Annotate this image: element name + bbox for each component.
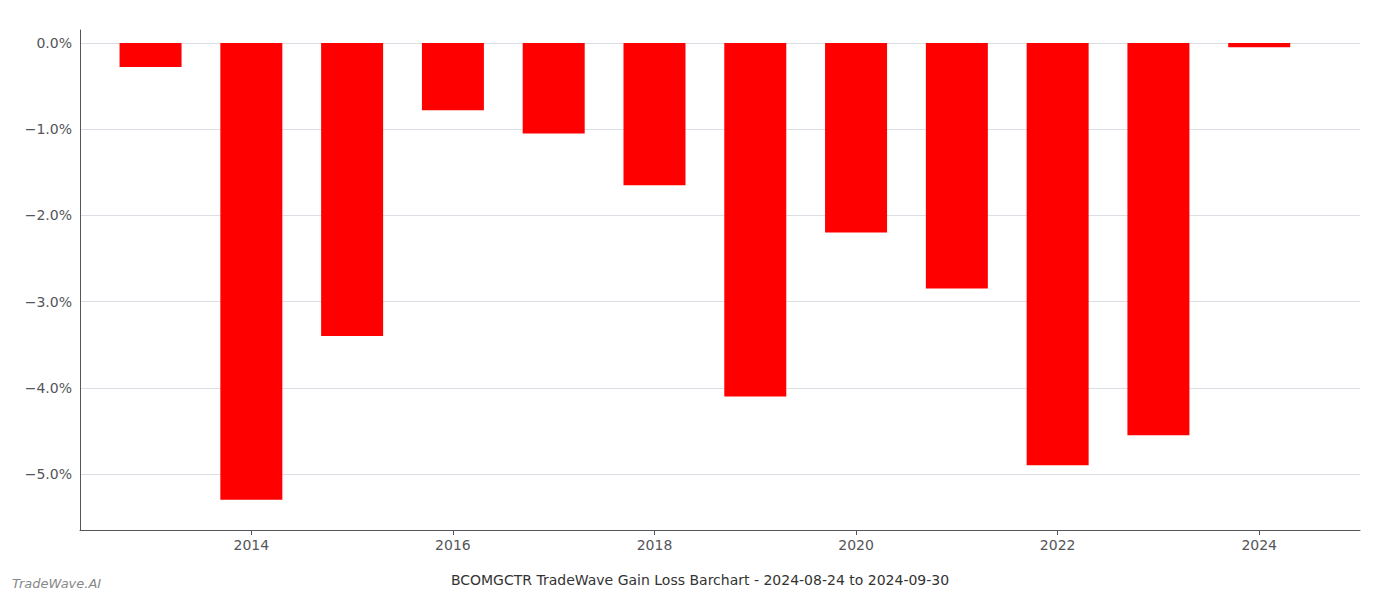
svg-text:2014: 2014 xyxy=(234,537,270,553)
svg-text:2018: 2018 xyxy=(637,537,673,553)
svg-text:2022: 2022 xyxy=(1040,537,1076,553)
svg-text:BCOMGCTR TradeWave Gain Loss B: BCOMGCTR TradeWave Gain Loss Barchart - … xyxy=(451,572,949,588)
svg-text:−5.0%: −5.0% xyxy=(25,466,72,482)
svg-text:−3.0%: −3.0% xyxy=(25,294,72,310)
svg-text:2020: 2020 xyxy=(838,537,874,553)
svg-text:−1.0%: −1.0% xyxy=(25,121,72,137)
svg-text:−4.0%: −4.0% xyxy=(25,380,72,396)
svg-text:TradeWave.AI: TradeWave.AI xyxy=(12,576,101,591)
svg-text:0.0%: 0.0% xyxy=(36,35,72,51)
svg-text:2016: 2016 xyxy=(435,537,471,553)
svg-text:−2.0%: −2.0% xyxy=(25,207,72,223)
svg-text:2024: 2024 xyxy=(1241,537,1277,553)
